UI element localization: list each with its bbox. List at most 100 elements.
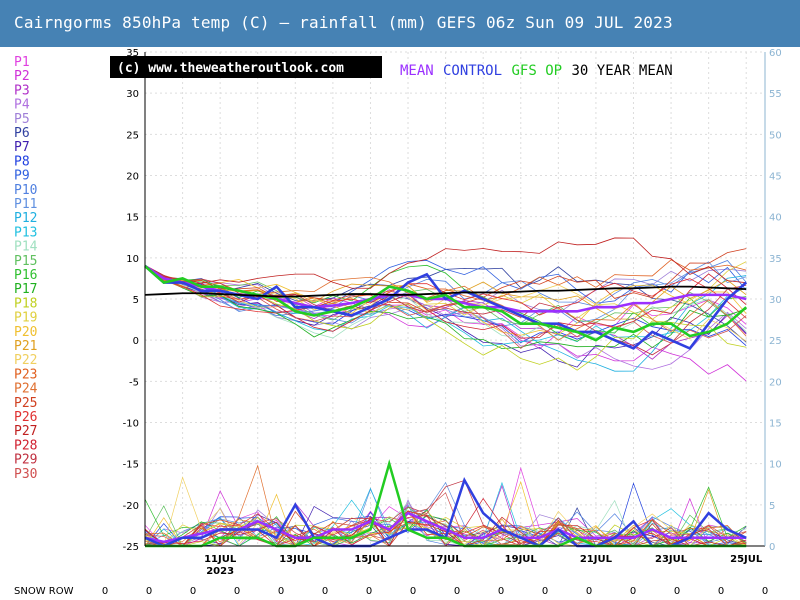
snow-row-value: 0: [585, 586, 593, 597]
member-legend-item: P25: [14, 396, 37, 411]
member-legend-item: P17: [14, 282, 37, 297]
member-legend-item: P28: [14, 438, 37, 453]
member-rain-line: [144, 481, 747, 547]
member-temp-line: [144, 266, 747, 350]
copyright-box: [110, 56, 382, 78]
member-legend-item: P18: [14, 296, 37, 311]
member-legend-item: P26: [14, 410, 37, 425]
member-rain-line: [144, 486, 747, 547]
y-right-tick-label: 25: [769, 336, 782, 347]
member-rain-line: [144, 510, 747, 547]
temp-series-line: [144, 285, 747, 298]
snow-row-value: 0: [409, 586, 417, 597]
member-legend-item: P12: [14, 211, 37, 226]
member-temp-line: [144, 265, 747, 339]
snow-row-value: 0: [365, 586, 373, 597]
series-legend-item: CONTROL: [443, 63, 502, 79]
y-left-tick-label: 10: [126, 254, 139, 265]
member-legend-item: P20: [14, 325, 37, 340]
member-legend-item: P13: [14, 225, 37, 240]
y-right-tick-label: 55: [769, 89, 782, 100]
copyright-text: (c) www.theweatheroutlook.com: [117, 61, 344, 76]
member-temp-line: [144, 248, 747, 313]
y-left-tick-label: 20: [126, 172, 139, 183]
member-legend-item: P24: [14, 382, 38, 397]
y-right-tick-label: 30: [769, 295, 782, 306]
temp-series-line: [144, 265, 748, 342]
x-tick-label: 21JUL: [580, 554, 613, 565]
y-left-tick-label: -20: [123, 501, 139, 512]
member-legend-item: P3: [14, 83, 30, 98]
snow-row-value: 0: [673, 586, 681, 597]
snow-row-value: 0: [189, 586, 197, 597]
member-rain-line: [144, 504, 747, 547]
member-rain-line: [144, 518, 747, 547]
series-legend-item: MEAN: [400, 63, 434, 79]
member-legend-item: P4: [14, 98, 30, 113]
member-legend-item: P27: [14, 424, 37, 439]
y-right-tick-label: 60: [769, 48, 782, 59]
y-right-tick-label: 45: [769, 172, 782, 183]
member-legend-item: P14: [14, 240, 38, 255]
member-temp-line: [144, 266, 747, 349]
y-left-tick-label: 0: [133, 336, 139, 347]
y-left-tick-label: 15: [126, 213, 139, 224]
y-left-tick-label: 35: [126, 48, 139, 59]
y-right-tick-label: 0: [769, 542, 775, 553]
y-left-tick-label: -10: [123, 419, 139, 430]
chart-title: Cairngorms 850hPa temp (C) – rainfall (m…: [14, 13, 673, 32]
x-year-label: 2023: [206, 566, 234, 577]
member-legend-item: P11: [14, 197, 37, 212]
x-tick-label: 15JUL: [354, 554, 387, 565]
snow-row-value: 0: [629, 586, 637, 597]
member-legend-item: P5: [14, 112, 30, 127]
series-legend-item: 30 YEAR MEAN: [572, 63, 673, 79]
member-legend-item: P8: [14, 154, 30, 169]
snow-row-value: 0: [321, 586, 329, 597]
rain-series-line: [144, 511, 747, 544]
member-legend-item: P2: [14, 69, 30, 84]
member-temp-line: [144, 266, 747, 360]
series-legend: (c) www.theweatheroutlook.com MEAN CONTRO…: [110, 56, 673, 79]
y-right-tick-label: 40: [769, 213, 782, 224]
y-right-tick-label: 5: [769, 501, 775, 512]
snow-row-value: 0: [101, 586, 109, 597]
member-legend: P1P2P3P4P5P6P7P8P9P10P11P12P13P14P15P16P…: [14, 55, 38, 482]
y-left-tick-label: 30: [126, 89, 139, 100]
y-right-tick-label: 35: [769, 254, 782, 265]
snow-row-label: SNOW ROW: [14, 586, 74, 597]
snow-row-value: 0: [541, 586, 549, 597]
y-left-tick-label: -25: [123, 542, 139, 553]
temperature-lines: [144, 264, 748, 351]
member-legend-item: P30: [14, 467, 37, 482]
x-tick-label: 25JUL: [730, 554, 763, 565]
member-legend-item: P6: [14, 126, 30, 141]
snow-row-value: 0: [453, 586, 461, 597]
member-legend-item: P9: [14, 169, 30, 184]
snow-row-value: 0: [761, 586, 769, 597]
title-bar: Cairngorms 850hPa temp (C) – rainfall (m…: [0, 0, 800, 47]
member-legend-item: P16: [14, 268, 37, 283]
x-tick-label: 13JUL: [279, 554, 312, 565]
ensemble-spread: [144, 237, 747, 547]
temp-series-line: [144, 265, 748, 351]
snow-row: SNOW ROW 0 0 0 0 0 0 0 0 0 0 0 0 0 0 0 0: [0, 584, 800, 600]
member-legend-item: P10: [14, 183, 37, 198]
snow-row-value: 0: [277, 586, 285, 597]
y-left-tick-label: -5: [129, 377, 139, 388]
member-legend-item: P15: [14, 254, 37, 269]
snow-row-value: 0: [497, 586, 505, 597]
member-legend-item: P23: [14, 367, 37, 382]
member-legend-item: P22: [14, 353, 37, 368]
y-left-tick-label: 25: [126, 130, 139, 141]
y-right-tick-label: 10: [769, 460, 782, 471]
member-temp-line: [144, 259, 747, 305]
x-tick-label: 19JUL: [505, 554, 538, 565]
x-tick-label: 23JUL: [655, 554, 688, 565]
snow-row-value: 0: [717, 586, 725, 597]
member-legend-item: P21: [14, 339, 37, 354]
x-tick-label: 11JUL: [204, 554, 237, 565]
y-left-tick-label: -15: [123, 460, 139, 471]
y-right-tick-label: 20: [769, 377, 782, 388]
